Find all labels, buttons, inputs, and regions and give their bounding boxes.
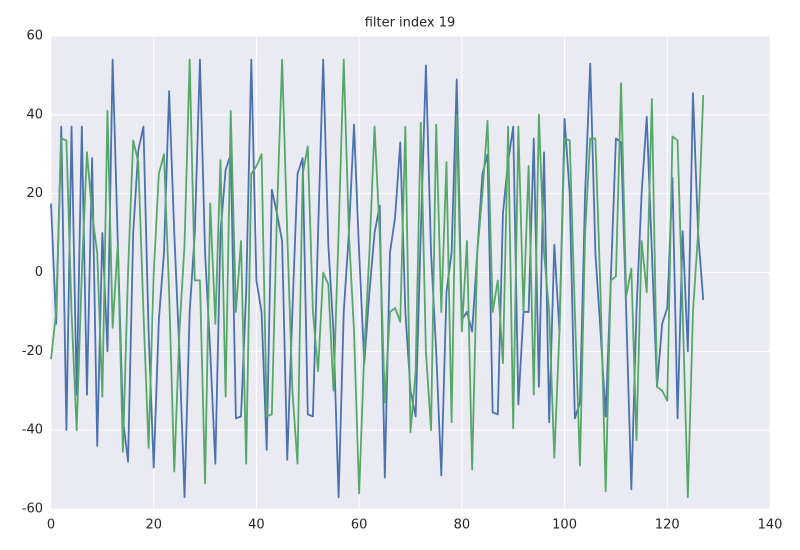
y-tick-label: 40 — [26, 107, 43, 122]
x-tick-label: 120 — [655, 518, 680, 533]
chart-title: filter index 19 — [365, 16, 456, 31]
data-line — [50, 58, 705, 499]
x-tick-label: 20 — [145, 518, 162, 533]
data-line — [50, 58, 705, 499]
x-tick-label: 0 — [47, 518, 55, 533]
y-tick-label: -40 — [22, 423, 43, 438]
y-tick-label: -20 — [22, 344, 43, 359]
x-tick-label: 140 — [758, 518, 783, 533]
y-tick-label: -60 — [22, 502, 43, 517]
y-tick-label: 20 — [26, 186, 43, 201]
y-tick-label: 60 — [26, 29, 43, 44]
x-tick-label: 100 — [552, 518, 577, 533]
x-tick-label: 60 — [351, 518, 368, 533]
y-tick-label: 0 — [35, 265, 43, 280]
x-tick-label: 40 — [248, 518, 265, 533]
x-tick-label: 80 — [454, 518, 471, 533]
